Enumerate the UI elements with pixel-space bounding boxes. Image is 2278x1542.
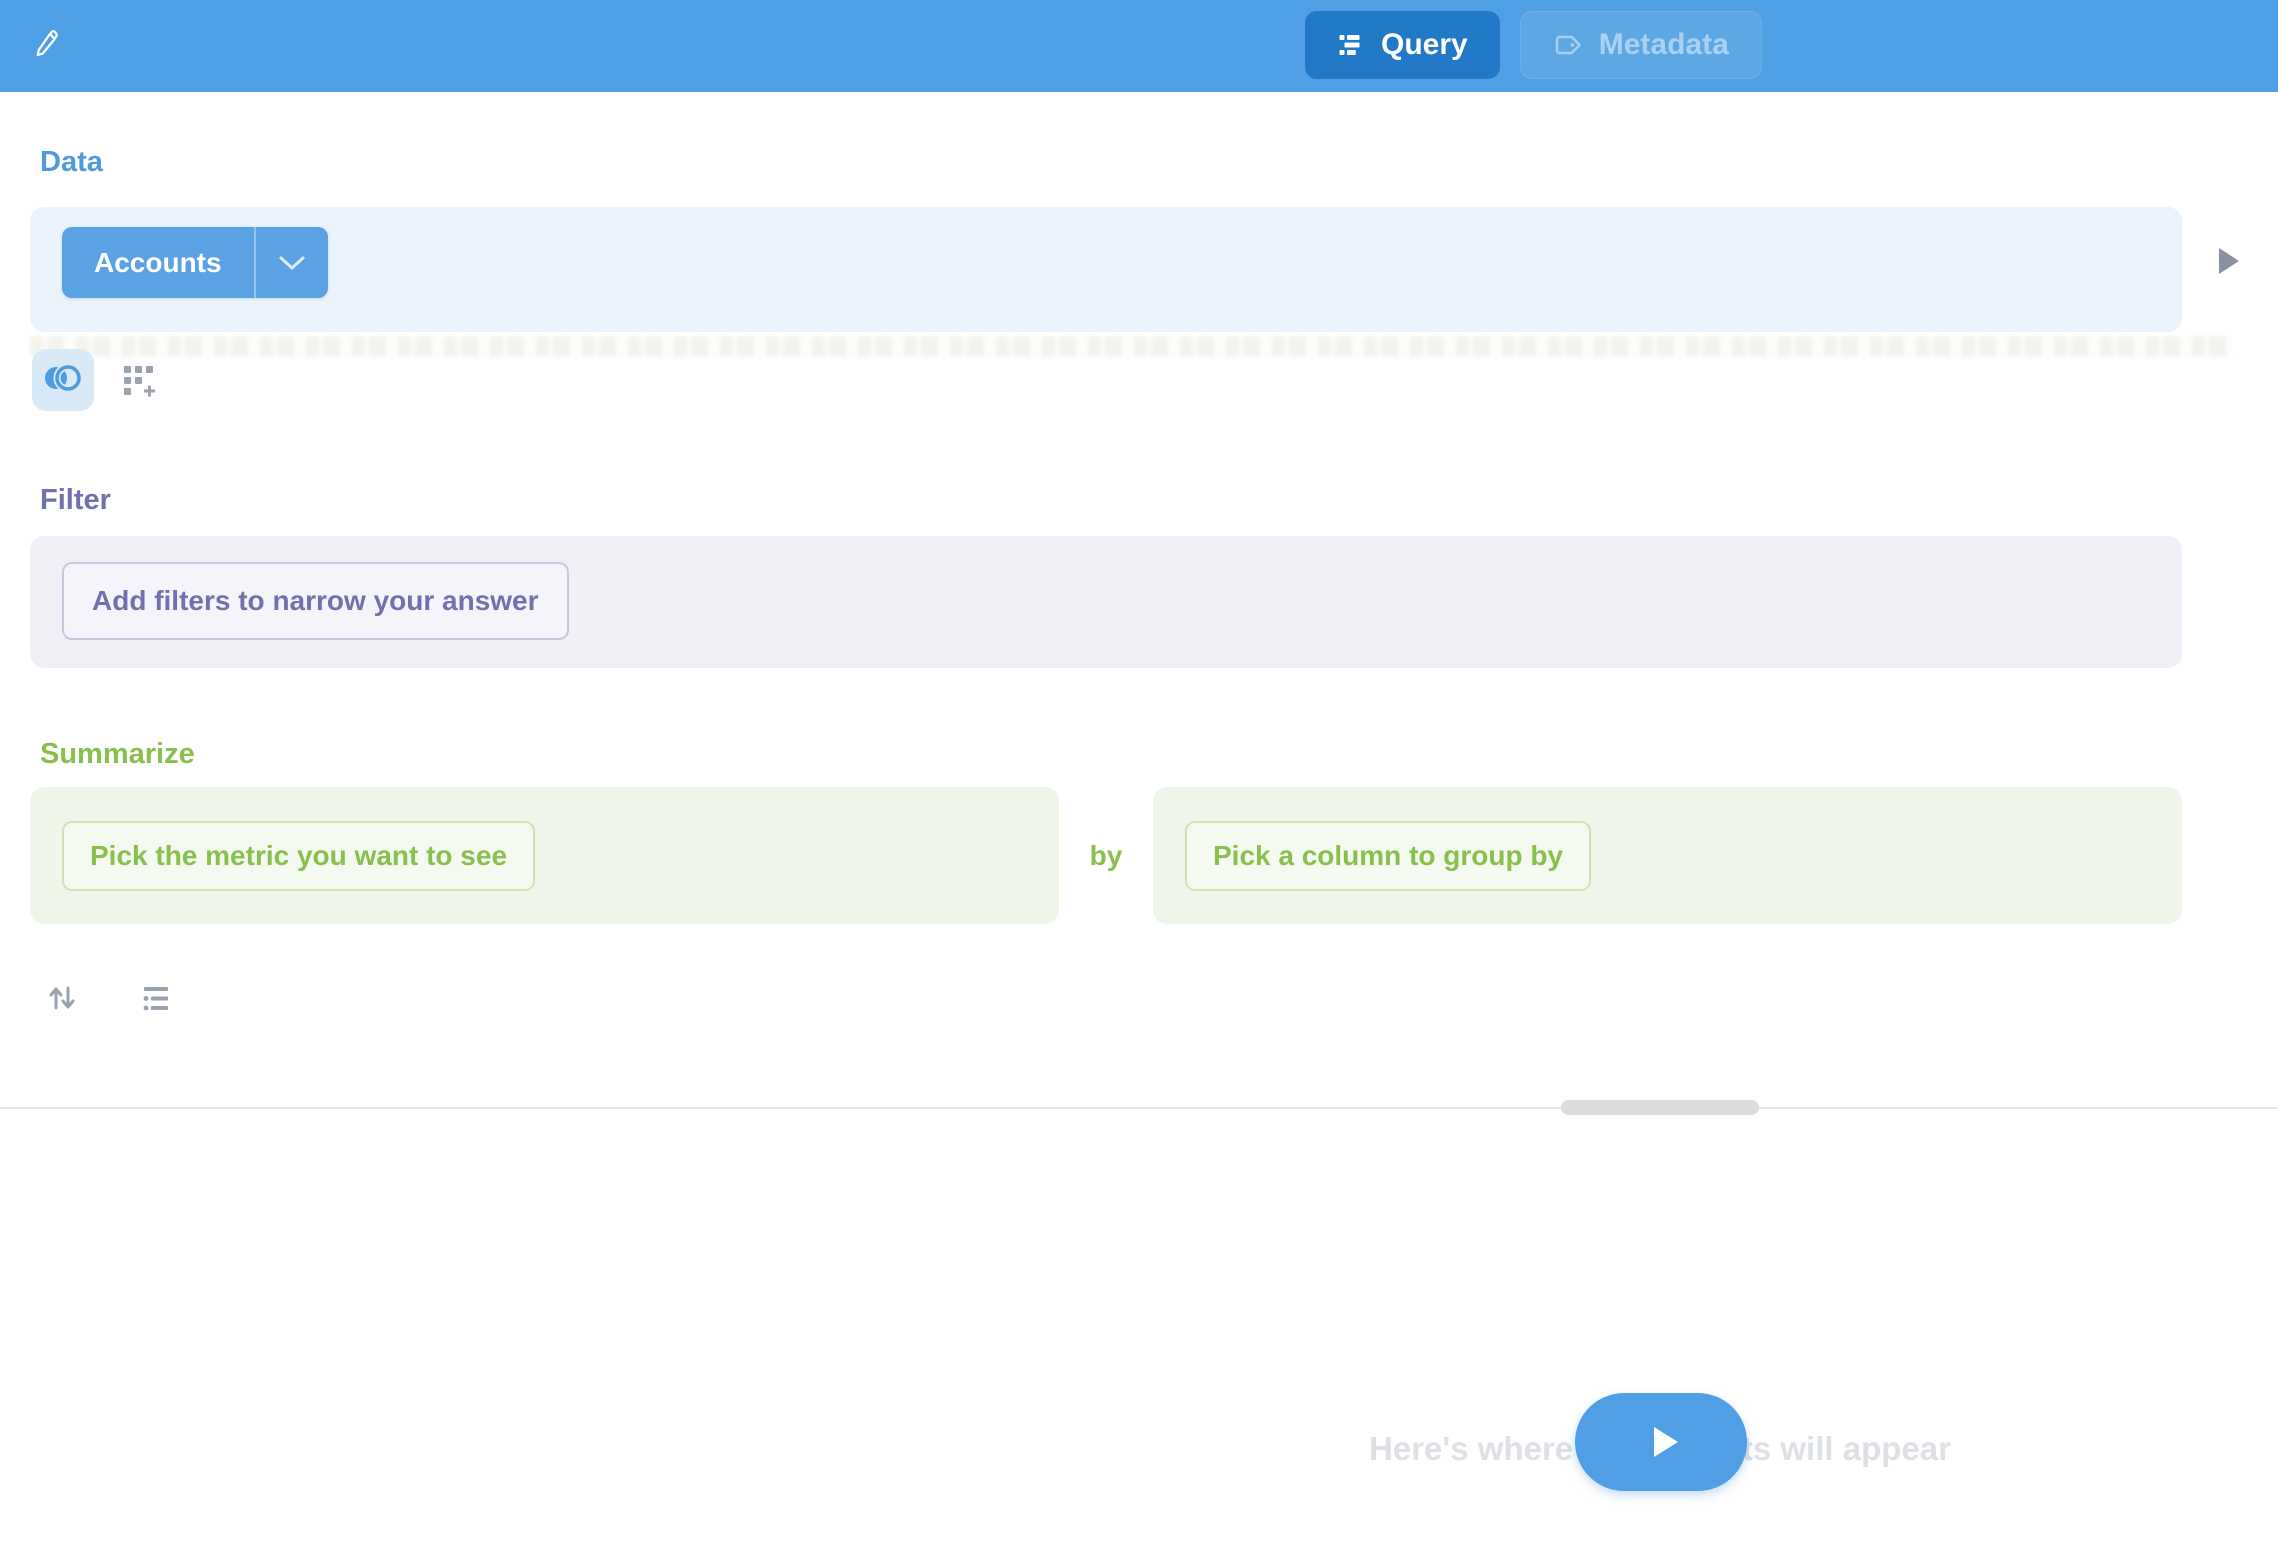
pick-groupby-label: Pick a column to group by (1213, 840, 1564, 871)
filter-heading: Filter (40, 484, 111, 516)
pane-divider (0, 1107, 2278, 1109)
custom-column-button[interactable] (116, 360, 162, 406)
data-table-name[interactable]: Accounts (94, 246, 222, 278)
play-icon (1654, 1427, 1678, 1457)
row-limit-button[interactable] (138, 982, 174, 1018)
ghost-data-row (30, 336, 2230, 357)
run-query-button[interactable] (1575, 1393, 1747, 1491)
tab-metadata[interactable]: Metadata (1519, 11, 1762, 79)
button-divider (253, 227, 256, 298)
custom-column-icon (122, 364, 156, 403)
pencil-icon (32, 28, 62, 63)
chevron-down-icon[interactable] (256, 227, 328, 298)
pick-metric-label: Pick the metric you want to see (90, 840, 508, 871)
data-heading: Data (40, 146, 103, 178)
tab-query-label: Query (1381, 28, 1468, 61)
edit-title-button[interactable] (24, 22, 70, 68)
preview-step-button[interactable] (2219, 248, 2239, 274)
view-tabs: Query Metadata (1305, 11, 1762, 79)
app-header: Query Metadata (0, 0, 2278, 92)
pick-metric-button[interactable]: Pick the metric you want to see (62, 821, 536, 891)
by-label: by (1089, 840, 1123, 871)
data-table-picker[interactable]: Accounts (62, 227, 328, 298)
notebook-icon (1337, 30, 1367, 60)
resize-handle[interactable] (1561, 1100, 1759, 1115)
sort-step-button[interactable] (44, 982, 80, 1018)
join-icon (42, 363, 84, 398)
summarize-heading: Summarize (40, 738, 195, 770)
data-section (30, 207, 2182, 332)
join-data-button[interactable] (32, 349, 94, 411)
add-filter-button[interactable]: Add filters to narrow your answer (62, 562, 569, 640)
sort-icon (46, 982, 78, 1019)
add-filter-label: Add filters to narrow your answer (92, 585, 539, 616)
tab-metadata-label: Metadata (1598, 28, 1729, 61)
pick-groupby-button[interactable]: Pick a column to group by (1185, 821, 1592, 891)
tab-query[interactable]: Query (1305, 11, 1500, 79)
tag-icon (1553, 29, 1585, 61)
row-limit-icon (140, 982, 172, 1019)
